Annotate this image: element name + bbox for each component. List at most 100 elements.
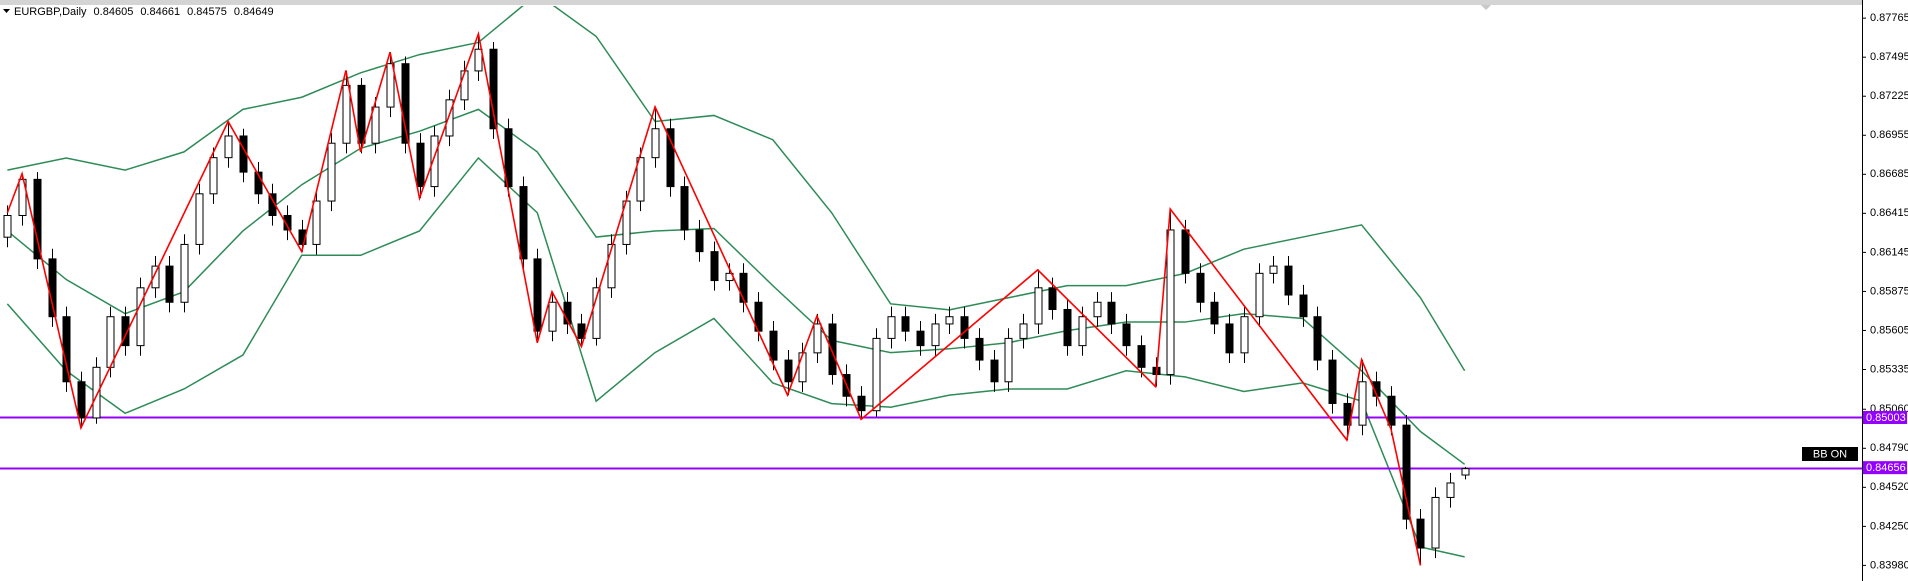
- candle-body: [769, 330, 778, 361]
- y-tick-label: 0.86145: [1870, 246, 1908, 258]
- candle-body: [460, 70, 469, 101]
- badge: BB ON: [1813, 448, 1847, 460]
- y-tick-label: 0.86685: [1870, 168, 1908, 180]
- candle-body: [504, 128, 513, 188]
- candle-body: [18, 178, 27, 217]
- candle-body: [710, 251, 719, 282]
- zigzag-line: [6, 30, 1422, 566]
- candle-body: [1299, 294, 1308, 318]
- candle-body: [1210, 301, 1219, 325]
- header-open: 0.84605: [94, 6, 134, 18]
- candle-body: [1078, 316, 1087, 347]
- candle-body: [180, 243, 189, 303]
- candle-body: [533, 258, 542, 332]
- candle-body: [1122, 323, 1131, 347]
- candle-body: [1416, 518, 1425, 549]
- candle-body: [872, 337, 881, 412]
- candle-body: [607, 243, 616, 289]
- y-tick-label: 0.84790: [1870, 442, 1908, 454]
- plot-area: [0, 6, 1862, 566]
- y-tick-label: 0.84520: [1870, 481, 1908, 493]
- symbol: EURGBP,Daily: [14, 6, 87, 18]
- candle-body: [1358, 381, 1367, 426]
- candle-body: [990, 359, 999, 383]
- level-label-bg: [1863, 461, 1907, 475]
- candle-body: [33, 178, 42, 260]
- candle-body: [1225, 323, 1234, 354]
- candle-body: [1328, 359, 1337, 404]
- candle-body: [1063, 308, 1072, 347]
- y-tick-label: 0.85605: [1870, 324, 1908, 336]
- candle-body: [1004, 337, 1013, 383]
- candle-body: [666, 128, 675, 188]
- candle-body: [209, 157, 218, 195]
- candle-body: [1461, 468, 1470, 476]
- candle-body: [1019, 323, 1028, 339]
- candle-body: [1107, 301, 1116, 325]
- top-strip: [0, 0, 1862, 5]
- band-middle: [6, 108, 1466, 465]
- candle-body: [887, 316, 896, 339]
- header-high: 0.84661: [140, 6, 180, 18]
- candle-body: [1240, 316, 1249, 354]
- y-tick-label: 0.87765: [1870, 12, 1908, 24]
- candle-body: [312, 200, 321, 245]
- candle-body: [1137, 345, 1146, 368]
- candle-body: [651, 128, 660, 159]
- candle-body: [283, 215, 292, 231]
- candle-body: [474, 48, 483, 72]
- header-arrow: [3, 9, 10, 13]
- band-lower: [6, 156, 1465, 558]
- candle-body: [357, 84, 366, 144]
- candle-body: [548, 301, 557, 332]
- candle-body: [445, 99, 454, 137]
- candle-body: [931, 323, 940, 347]
- candle-body: [916, 330, 925, 347]
- candle-body: [577, 323, 586, 339]
- candle-body: [77, 381, 86, 419]
- candle-body: [975, 337, 984, 361]
- candle-body: [519, 186, 528, 260]
- candle-body: [416, 142, 425, 188]
- candle-body: [1255, 272, 1264, 318]
- level-label-bg: [1863, 410, 1907, 424]
- candle-body: [165, 265, 174, 303]
- candle-body: [784, 359, 793, 383]
- candle-body: [430, 135, 439, 188]
- candle-body: [386, 63, 395, 108]
- candle-body: [1402, 424, 1411, 520]
- candle-body: [828, 323, 837, 376]
- candle-body: [3, 215, 12, 238]
- candle-body: [1093, 301, 1102, 318]
- header-low: 0.84575: [187, 6, 227, 18]
- candle-body: [1284, 265, 1293, 296]
- y-tick-label: 0.85335: [1870, 363, 1908, 375]
- candle-body: [592, 287, 601, 339]
- candle-body: [1196, 272, 1205, 303]
- candle-body: [195, 193, 204, 245]
- candle-body: [1034, 287, 1043, 325]
- candle-body: [1446, 482, 1455, 498]
- candle-body: [121, 316, 130, 347]
- candle-body: [1431, 496, 1440, 549]
- y-tick-label: 0.86955: [1870, 129, 1908, 141]
- candle-body: [1387, 395, 1396, 426]
- y-tick-label: 0.83980: [1870, 559, 1908, 571]
- candle-body: [62, 316, 71, 383]
- candle-body: [680, 186, 689, 231]
- badge-bg: [1802, 447, 1858, 461]
- y-tick-label: 0.84250: [1870, 520, 1908, 532]
- level-label: 0.85003: [1866, 412, 1906, 424]
- candle-body: [739, 272, 748, 303]
- candle-body: [813, 323, 822, 354]
- candle-body: [1181, 229, 1190, 274]
- candle-body: [151, 265, 160, 289]
- candle-body: [960, 316, 969, 339]
- candle-body: [636, 157, 645, 202]
- y-tick-label: 0.87225: [1870, 90, 1908, 102]
- candle-body: [798, 352, 807, 383]
- candle-body: [327, 142, 336, 202]
- candle-body: [371, 106, 380, 144]
- candle-body: [401, 63, 410, 144]
- candle-body: [901, 316, 910, 332]
